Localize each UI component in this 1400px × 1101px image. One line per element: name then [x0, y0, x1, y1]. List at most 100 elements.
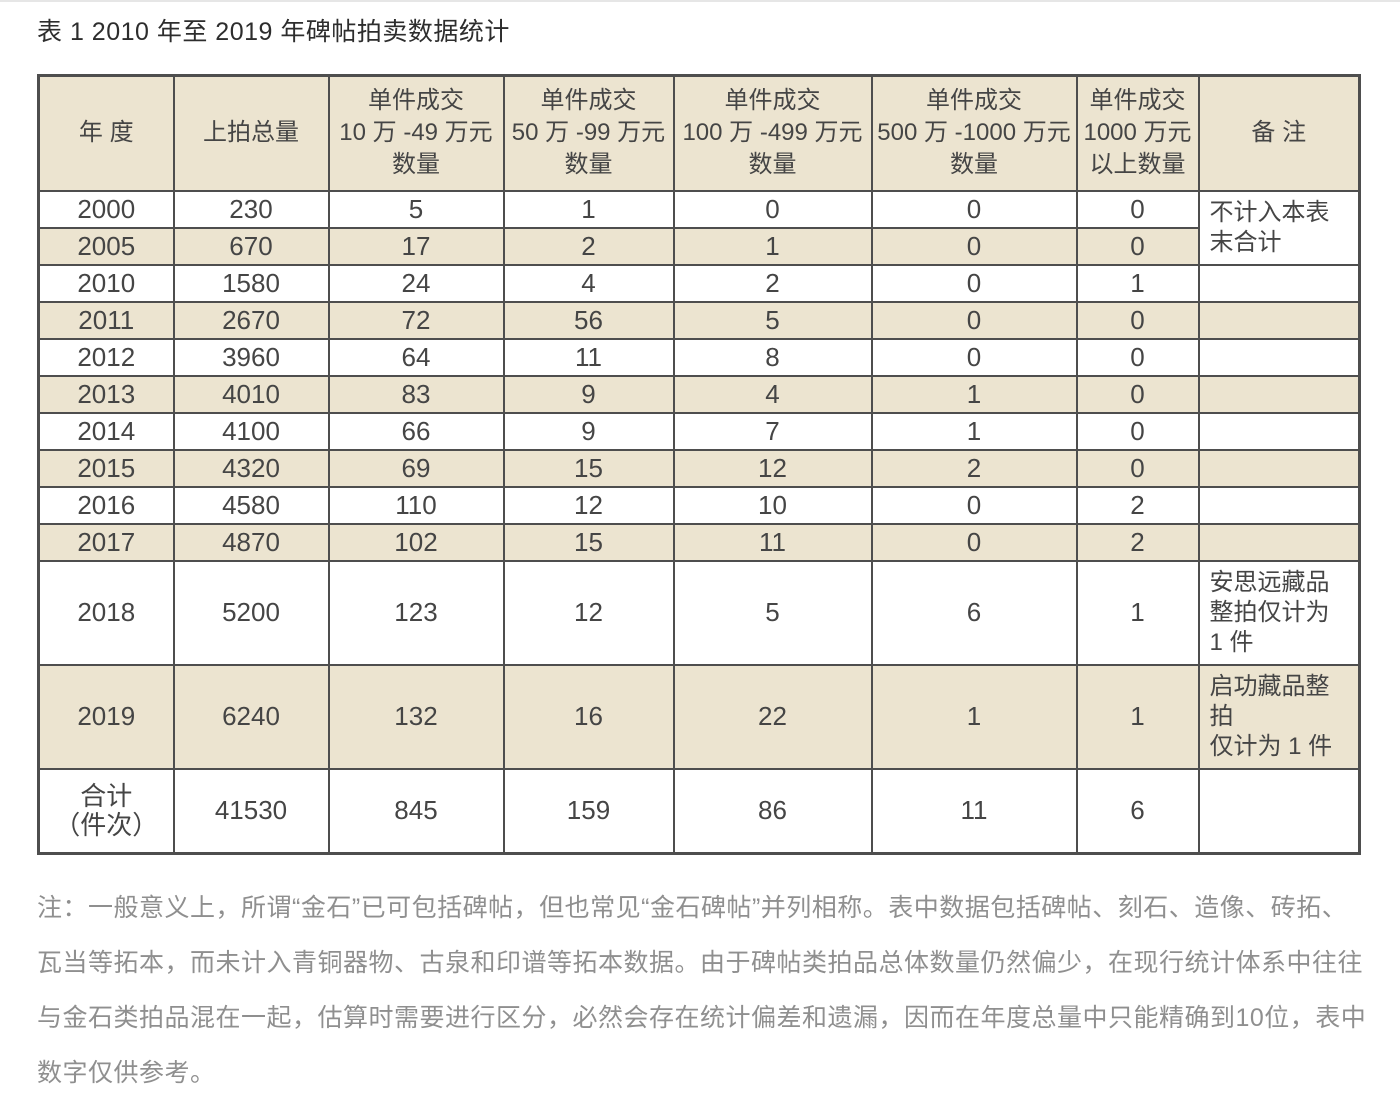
value-cell: 4580 [172, 485, 330, 525]
value-cell: 12 [672, 448, 873, 488]
value-cell: 132 [327, 663, 505, 770]
value-cell: 6 [870, 559, 1078, 666]
remark-cell [1197, 448, 1361, 488]
year-cell: 合计 （件次） [37, 767, 175, 855]
value-cell: 41530 [172, 767, 330, 855]
value-cell: 83 [327, 374, 505, 414]
value-cell: 1 [502, 189, 675, 229]
header-cell-total: 上拍总量 [172, 74, 330, 192]
value-cell: 0 [1075, 226, 1200, 266]
value-cell: 17 [327, 226, 505, 266]
value-cell: 0 [870, 263, 1078, 303]
value-cell: 8 [672, 337, 873, 377]
value-cell: 2670 [172, 300, 330, 340]
value-cell: 7 [672, 411, 873, 451]
value-cell: 1 [1075, 263, 1200, 303]
table-row: 2012 3960 64 11 8 0 0 [37, 337, 1361, 377]
value-cell: 670 [172, 226, 330, 266]
header-cell-over-10m: 单件成交 1000 万元 以上数量 [1075, 74, 1200, 192]
footnote: 注：一般意义上，所谓“金石”已可包括碑帖，但也常见“金石碑帖”并列相称。表中数据… [37, 881, 1370, 1101]
table-body: 2000 230 5 1 0 0 0 不计入本表 末合计 2005 670 17 2 1 0 0 2010 15… [37, 189, 1361, 855]
value-cell: 2 [672, 263, 873, 303]
value-cell: 24 [327, 263, 505, 303]
header-cell-500k-990k: 单件成交 50 万 -99 万元 数量 [502, 74, 675, 192]
value-cell: 1 [870, 374, 1078, 414]
value-cell: 845 [327, 767, 505, 855]
value-cell: 4100 [172, 411, 330, 451]
value-cell: 0 [672, 189, 873, 229]
value-cell: 10 [672, 485, 873, 525]
value-cell: 12 [502, 485, 675, 525]
footnote-line: 注：一般意义上，所谓“金石”已可包括碑帖，但也常见“金石碑帖”并列相称。表中数据… [37, 894, 1348, 922]
year-cell: 2000 [37, 189, 175, 229]
value-cell: 0 [870, 300, 1078, 340]
year-cell: 2014 [37, 411, 175, 451]
value-cell: 0 [870, 485, 1078, 525]
footnote-line: 与金石类拍品混在一起，估算时需要进行区分，必然会存在统计偏差和遗漏，因而在年度总… [37, 1004, 1367, 1032]
auction-data-table: 年 度 上拍总量 单件成交 10 万 -49 万元 数量 单件成交 50 万 -… [37, 74, 1361, 855]
header-cell-year: 年 度 [37, 74, 175, 192]
table-row: 2015 4320 69 15 12 2 0 [37, 448, 1361, 488]
value-cell: 3960 [172, 337, 330, 377]
value-cell: 11 [870, 767, 1078, 855]
remark-cell: 不计入本表 末合计 [1197, 189, 1361, 266]
value-cell: 0 [870, 226, 1078, 266]
header-cell-5m-10m: 单件成交 500 万 -1000 万元 数量 [870, 74, 1078, 192]
value-cell: 110 [327, 485, 505, 525]
remark-cell [1197, 337, 1361, 377]
table-row: 2013 4010 83 9 4 1 0 [37, 374, 1361, 414]
value-cell: 6240 [172, 663, 330, 770]
value-cell: 0 [1075, 300, 1200, 340]
table-header: 年 度 上拍总量 单件成交 10 万 -49 万元 数量 单件成交 50 万 -… [37, 74, 1361, 192]
remark-cell [1197, 522, 1361, 562]
table-row: 2011 2670 72 56 5 0 0 [37, 300, 1361, 340]
value-cell: 9 [502, 374, 675, 414]
value-cell: 2 [1075, 522, 1200, 562]
value-cell: 0 [1075, 337, 1200, 377]
value-cell: 9 [502, 411, 675, 451]
value-cell: 64 [327, 337, 505, 377]
value-cell: 0 [870, 189, 1078, 229]
table-row: 2010 1580 24 4 2 0 1 [37, 263, 1361, 303]
value-cell: 12 [502, 559, 675, 666]
year-cell: 2005 [37, 226, 175, 266]
value-cell: 16 [502, 663, 675, 770]
value-cell: 2 [502, 226, 675, 266]
table-row: 合计 （件次） 41530 845 159 86 11 6 [37, 767, 1361, 855]
value-cell: 1 [870, 411, 1078, 451]
value-cell: 102 [327, 522, 505, 562]
year-cell: 2017 [37, 522, 175, 562]
year-cell: 2018 [37, 559, 175, 666]
header-cell-remark: 备 注 [1197, 74, 1361, 192]
header-row: 年 度 上拍总量 单件成交 10 万 -49 万元 数量 单件成交 50 万 -… [37, 74, 1361, 192]
value-cell: 0 [1075, 374, 1200, 414]
value-cell: 6 [1075, 767, 1200, 855]
value-cell: 2 [1075, 485, 1200, 525]
value-cell: 4 [672, 374, 873, 414]
value-cell: 0 [870, 522, 1078, 562]
remark-cell [1197, 263, 1361, 303]
value-cell: 4870 [172, 522, 330, 562]
table-row: 2017 4870 102 15 11 0 2 [37, 522, 1361, 562]
remark-cell [1197, 374, 1361, 414]
year-cell: 2010 [37, 263, 175, 303]
value-cell: 1 [672, 226, 873, 266]
value-cell: 1 [870, 663, 1078, 770]
year-cell: 2019 [37, 663, 175, 770]
value-cell: 159 [502, 767, 675, 855]
value-cell: 56 [502, 300, 675, 340]
header-cell-1m-4.99m: 单件成交 100 万 -499 万元 数量 [672, 74, 873, 192]
value-cell: 4010 [172, 374, 330, 414]
value-cell: 5 [672, 300, 873, 340]
table-row: 2005 670 17 2 1 0 0 [37, 226, 1360, 266]
table-row: 2019 6240 132 16 22 1 1 启功藏品整拍 仅计为 1 件 [37, 663, 1361, 770]
header-cell-100k-490k: 单件成交 10 万 -49 万元 数量 [327, 74, 505, 192]
value-cell: 22 [672, 663, 873, 770]
value-cell: 72 [327, 300, 505, 340]
table-row: 2014 4100 66 9 7 1 0 [37, 411, 1361, 451]
remark-cell [1197, 485, 1361, 525]
page-title: 表 1 2010 年至 2019 年碑帖拍卖数据统计 [37, 18, 510, 46]
year-cell: 2011 [37, 300, 175, 340]
remark-cell: 启功藏品整拍 仅计为 1 件 [1197, 663, 1361, 770]
